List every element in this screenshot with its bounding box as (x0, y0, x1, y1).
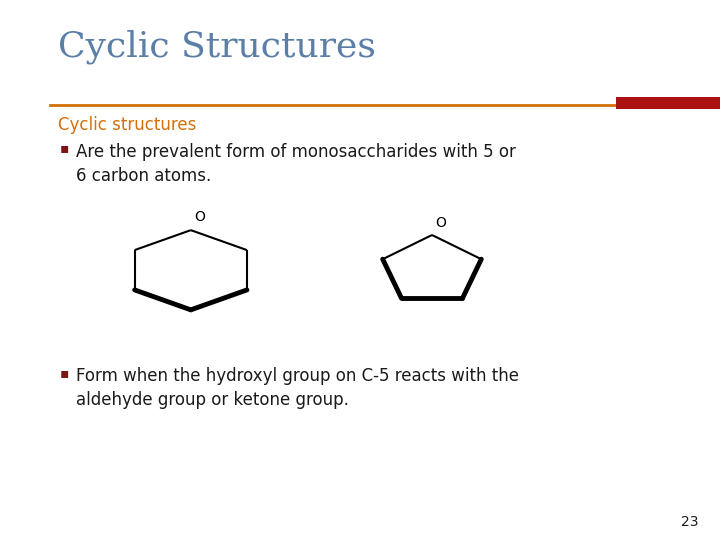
Text: Cyclic Structures: Cyclic Structures (58, 30, 375, 64)
Text: Are the prevalent form of monosaccharides with 5 or
6 carbon atoms.: Are the prevalent form of monosaccharide… (76, 143, 516, 185)
Text: O: O (194, 210, 205, 224)
Text: 23: 23 (681, 515, 698, 529)
Text: ▪: ▪ (60, 141, 69, 156)
Text: O: O (436, 215, 446, 230)
Bar (616, 97, 720, 109)
Text: Cyclic structures: Cyclic structures (58, 116, 196, 134)
Text: ▪: ▪ (60, 366, 69, 380)
Text: Form when the hydroxyl group on C-5 reacts with the
aldehyde group or ketone gro: Form when the hydroxyl group on C-5 reac… (76, 367, 518, 409)
